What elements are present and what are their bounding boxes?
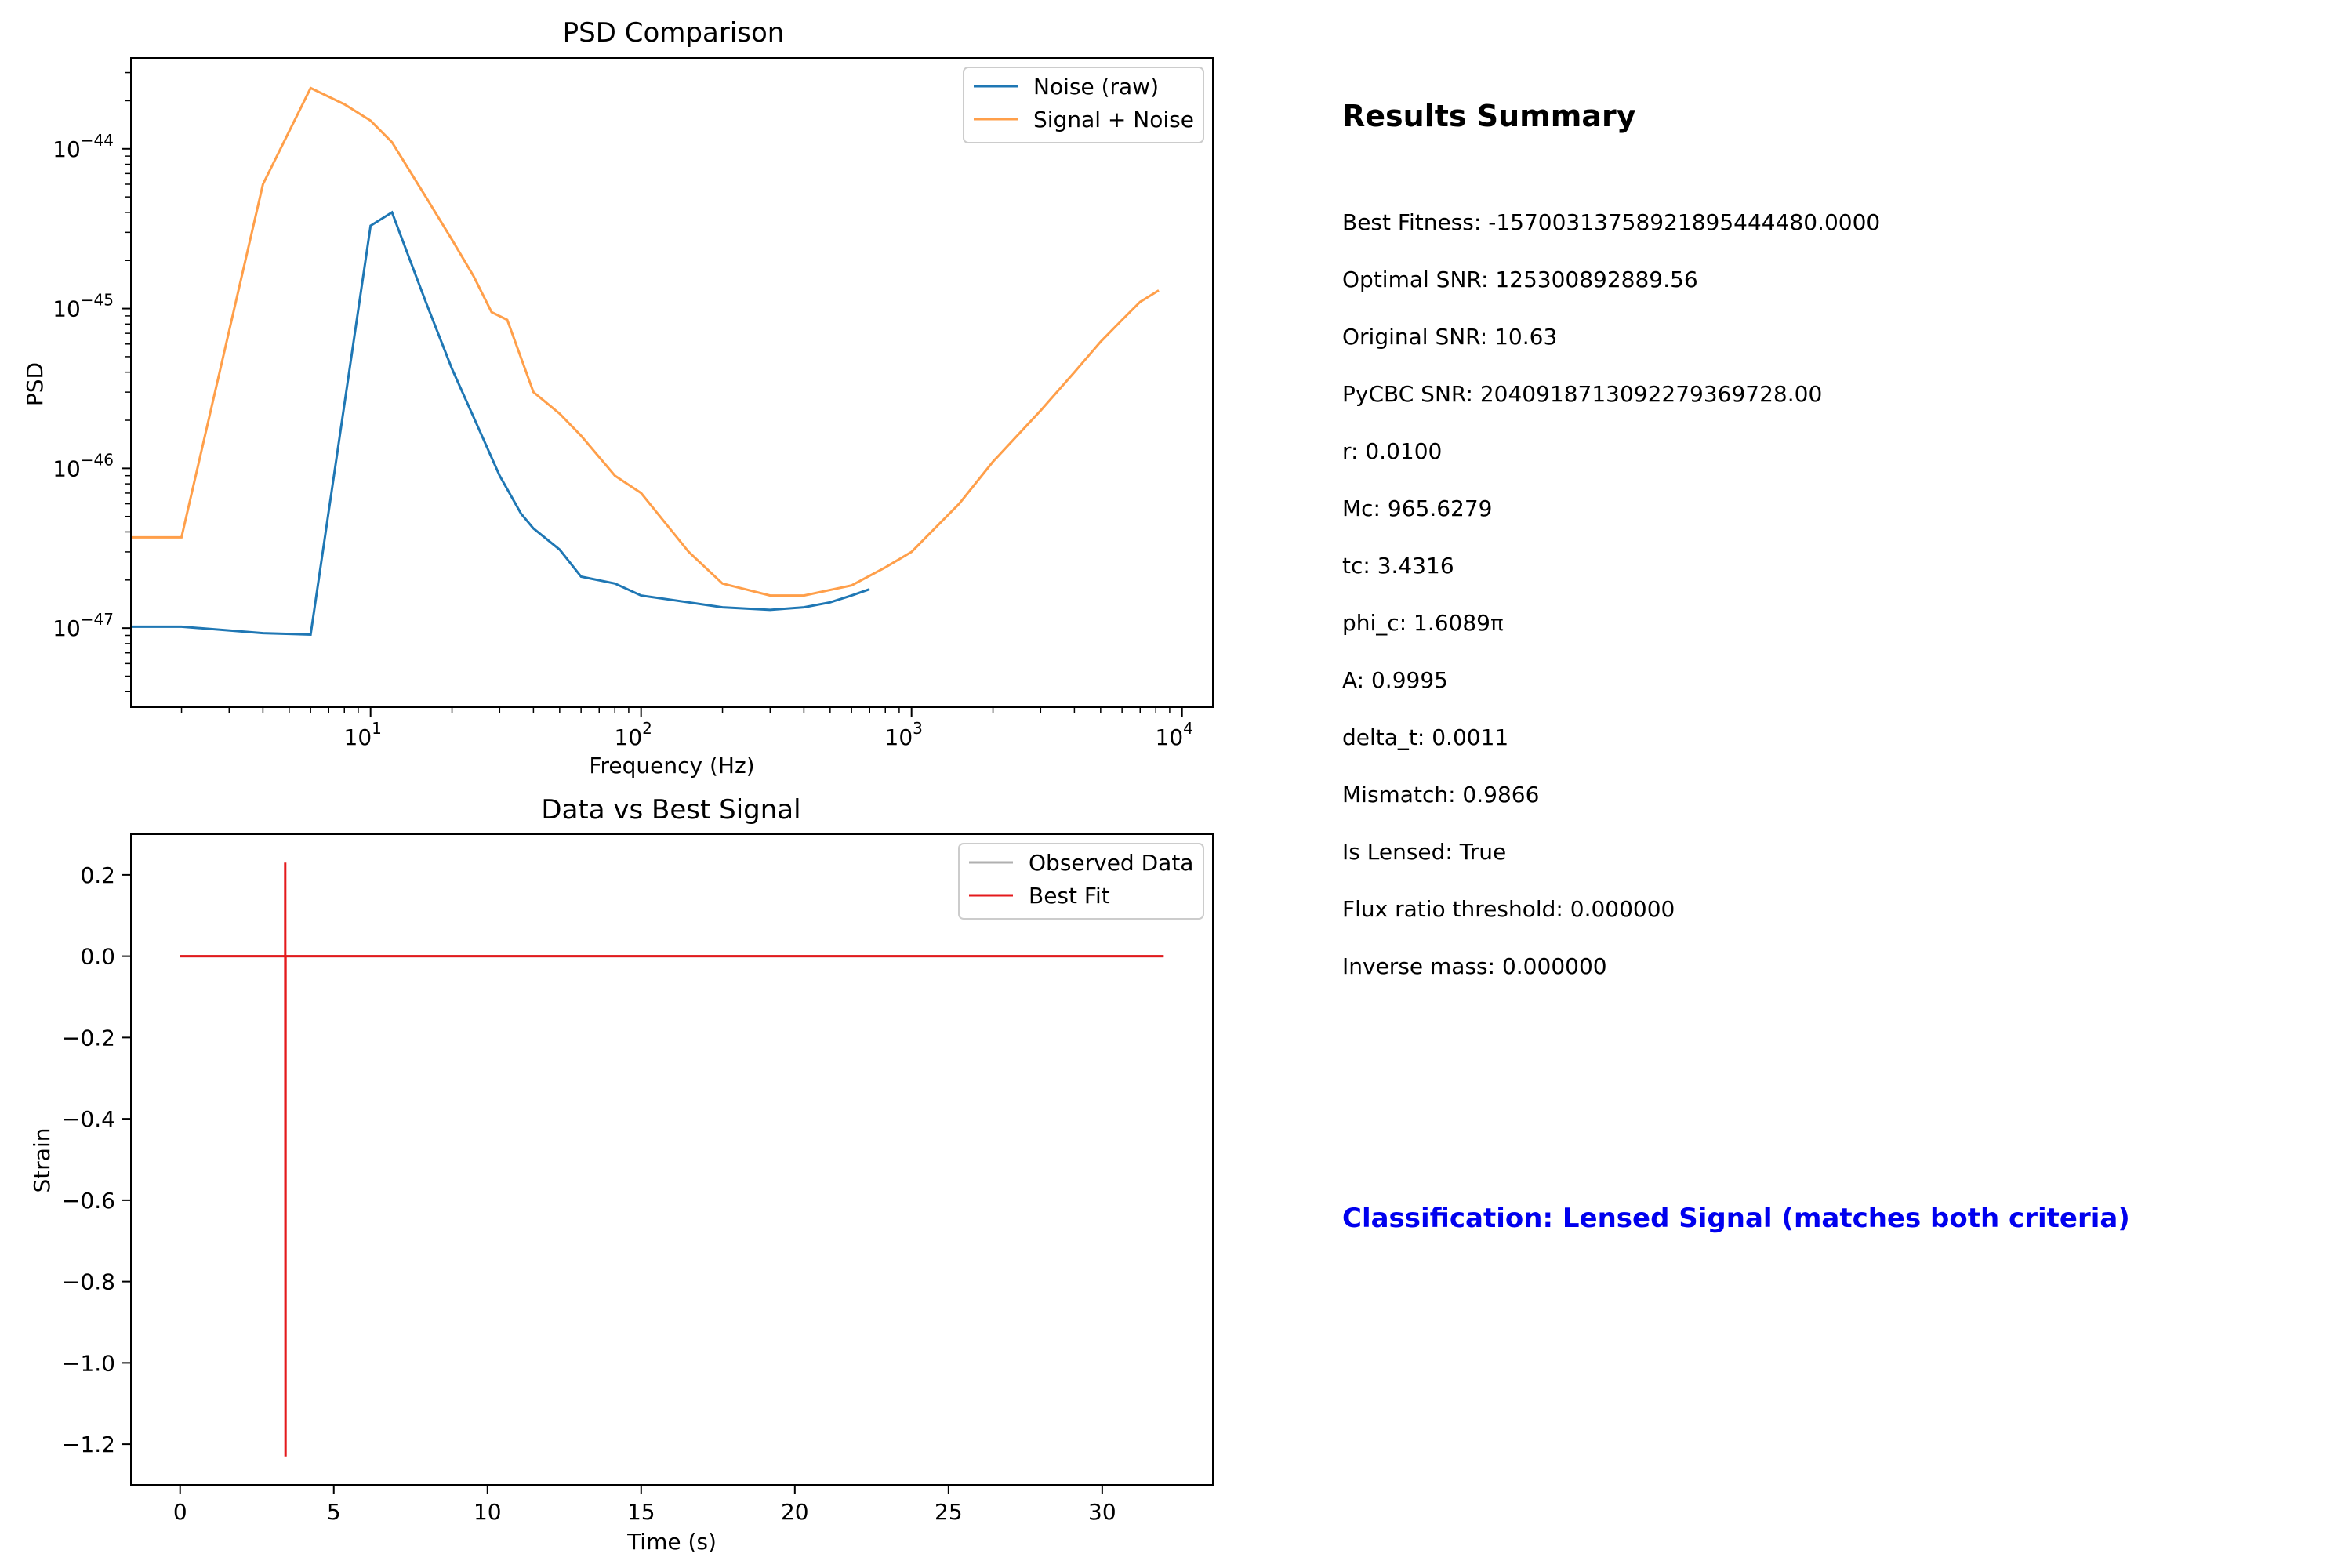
strain-x-tick-label: 10 (474, 1499, 502, 1525)
strain-y-tick-label: −0.6 (62, 1188, 115, 1214)
summary-line: Optimal SNR: 125300892889.56 (1342, 267, 1698, 292)
psd-legend-label: Noise (raw) (1033, 74, 1159, 100)
psd-legend-label: Signal + Noise (1033, 107, 1194, 132)
summary-title: Results Summary (1342, 99, 1636, 133)
classification-text: Classification: Lensed Signal (matches b… (1342, 1203, 2130, 1234)
results-summary-panel: Results Summary Best Fitness: -157003137… (1342, 0, 2283, 1568)
strain-y-tick-label: −1.2 (62, 1432, 115, 1457)
psd-x-tick-label: 101 (344, 719, 382, 750)
summary-line: Mismatch: 0.9866 (1342, 782, 1540, 808)
strain-x-tick-label: 0 (173, 1499, 187, 1525)
strain-chart-title: Data vs Best Signal (541, 794, 800, 826)
strain-x-tick-label: 30 (1088, 1499, 1116, 1525)
psd-y-tick-label: 10−46 (53, 450, 114, 481)
psd-x-axis-label: Frequency (Hz) (589, 753, 754, 779)
summary-line: r: 0.0100 (1342, 438, 1443, 464)
summary-line: delta_t: 0.0011 (1342, 724, 1509, 750)
summary-line: Original SNR: 10.63 (1342, 324, 1558, 350)
strain-legend-box (958, 843, 1204, 920)
strain-series-line-1 (180, 862, 1164, 1457)
summary-line: Flux ratio threshold: 0.000000 (1342, 896, 1675, 922)
summary-line: PyCBC SNR: 2040918713092279369728.00 (1342, 381, 1823, 407)
strain-y-tick-label: −0.4 (62, 1106, 115, 1132)
psd-x-tick-label: 102 (615, 719, 652, 750)
summary-line: A: 0.9995 (1342, 667, 1448, 693)
strain-y-tick-label: −1.0 (62, 1350, 115, 1376)
psd-y-tick-label: 10−44 (53, 131, 114, 162)
psd-y-tick-label: 10−47 (53, 610, 114, 641)
psd-plot-area (131, 86, 1160, 637)
psd-axes-frame (130, 57, 1214, 708)
strain-x-tick-label: 5 (327, 1499, 341, 1525)
strain-y-axis: 0.2 0.0 −0.2 −0.4 −0.6 −0.8 −1.0 −1.2 (62, 862, 131, 1457)
strain-axes-frame (130, 833, 1214, 1486)
summary-line: phi_c: 1.6089π (1342, 610, 1504, 636)
summary-line: Mc: 965.6279 (1342, 495, 1493, 521)
data-vs-best-signal-chart: Data vs Best Signal 0 5 10 15 20 25 30 0.2 0.0 −… (29, 794, 1214, 1555)
summary-line: Best Fitness: -15700313758921895444480.0… (1342, 209, 1881, 235)
psd-legend: Noise (raw) Signal + Noise (963, 67, 1204, 143)
strain-x-tick-label: 25 (935, 1499, 963, 1525)
strain-legend-label: Observed Data (1029, 850, 1193, 876)
psd-comparison-chart: PSD Comparison 101 102 103 104 10−4710−4610… (22, 17, 1214, 779)
strain-x-tick-label: 15 (627, 1499, 655, 1525)
strain-y-axis-label: Strain (29, 1128, 55, 1193)
strain-y-tick-label: 0.0 (80, 944, 115, 970)
psd-y-axis-label: PSD (22, 362, 48, 406)
psd-y-tick-label: 10−45 (53, 291, 114, 322)
strain-y-tick-label: −0.8 (62, 1269, 115, 1295)
psd-y-axis: 10−47 10−46 10−45 10−44 (53, 71, 131, 693)
psd-x-tick-label: 103 (885, 719, 923, 750)
strain-legend-label: Best Fit (1029, 883, 1110, 909)
psd-x-axis: 101 102 103 104 (180, 707, 1193, 750)
strain-legend: Observed Data Best Fit (958, 843, 1204, 920)
strain-x-axis: 0 5 10 15 20 25 30 (173, 1485, 1116, 1525)
psd-series-line-1 (131, 86, 1160, 597)
psd-legend-box (963, 67, 1204, 143)
strain-x-axis-label: Time (s) (626, 1529, 717, 1555)
strain-y-tick-label: 0.2 (80, 862, 115, 888)
strain-plot-area (180, 862, 1164, 1457)
psd-x-tick-label: 104 (1156, 719, 1193, 750)
strain-x-tick-label: 20 (781, 1499, 809, 1525)
strain-y-tick-label: −0.2 (62, 1025, 115, 1051)
psd-series-line-0 (131, 210, 870, 637)
summary-line: Inverse mass: 0.000000 (1342, 953, 1607, 979)
psd-chart-title: PSD Comparison (563, 17, 785, 49)
summary-line: Is Lensed: True (1342, 839, 1507, 865)
summary-line: tc: 3.4316 (1342, 553, 1454, 579)
